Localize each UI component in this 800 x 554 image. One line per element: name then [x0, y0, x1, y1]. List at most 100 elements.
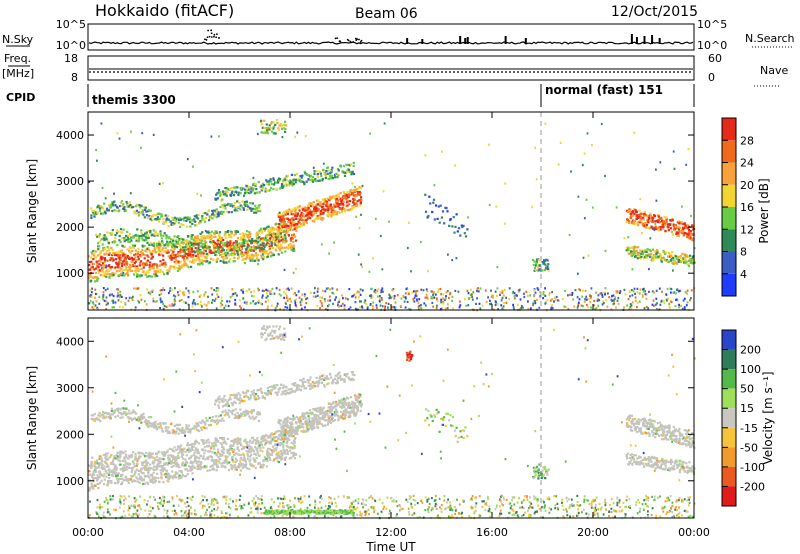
power-pixel	[308, 211, 311, 214]
velocity-pixel	[120, 468, 123, 471]
power-pixel	[147, 271, 150, 274]
power-pixel	[425, 288, 428, 291]
velocity-pixel	[194, 447, 198, 450]
power-pixel	[184, 252, 187, 255]
power-pixel	[617, 296, 620, 300]
power-pixel	[529, 294, 531, 297]
power-pixel	[278, 234, 282, 237]
power-pixel	[103, 234, 106, 237]
power-pixel	[156, 246, 159, 249]
power-pixel	[648, 214, 651, 217]
power-pixel	[642, 216, 645, 219]
velocity-pixel	[228, 461, 231, 464]
power-pixel	[118, 266, 121, 269]
power-pixel	[635, 217, 638, 220]
power-pixel	[291, 237, 294, 240]
velocity-pixel	[163, 463, 167, 466]
velocity-pixel	[180, 455, 183, 458]
velocity-pixel	[112, 463, 115, 466]
power-pixel	[125, 200, 128, 204]
power-pixel	[260, 244, 263, 247]
velocity-pixel	[116, 482, 119, 485]
power-pixel	[279, 232, 283, 235]
velocity-pixel	[93, 471, 96, 474]
power-pixel	[680, 222, 683, 225]
power-pixel	[186, 255, 189, 258]
power-pixel	[682, 230, 685, 233]
power-pixel	[121, 237, 124, 240]
velocity-pixel	[157, 451, 160, 454]
power-pixel	[504, 222, 506, 225]
power-pixel	[264, 238, 268, 241]
power-pixel	[629, 305, 632, 308]
power-pixel	[264, 131, 267, 135]
power-pixel	[126, 256, 129, 259]
power-pixel	[669, 306, 671, 309]
power-pixel	[216, 243, 219, 247]
power-pixel	[209, 238, 212, 241]
power-pixel	[243, 258, 246, 261]
power-pixel	[131, 249, 134, 253]
power-pixel	[613, 300, 615, 303]
power-pixel	[532, 304, 534, 307]
power-pixel	[355, 307, 357, 310]
velocity-pixel	[232, 465, 235, 468]
power-pixel	[227, 211, 231, 214]
power-pixel	[119, 204, 122, 208]
power-pixel	[437, 205, 440, 208]
power-pixel	[654, 225, 657, 228]
power-pixel	[187, 248, 190, 251]
velocity-pixel	[239, 439, 242, 442]
power-pixel	[648, 219, 652, 222]
power-pixel	[105, 296, 108, 299]
power-pixel	[214, 244, 217, 247]
power-pixel	[449, 292, 452, 295]
power-pixel	[101, 256, 104, 259]
power-pixel	[299, 214, 303, 217]
power-pixel	[312, 166, 315, 169]
velocity-pixel	[163, 468, 166, 471]
power-pixel	[312, 205, 315, 208]
power-pixel	[461, 226, 464, 229]
power-pixel	[169, 256, 172, 259]
nsky-spike	[651, 35, 654, 44]
power-pixel	[329, 299, 331, 302]
power-pixel	[292, 218, 295, 221]
velocity-pixel	[123, 456, 126, 459]
velocity-pixel	[95, 461, 98, 464]
power-pixel	[186, 246, 189, 249]
power-pixel	[217, 295, 220, 298]
power-pixel	[256, 258, 259, 261]
power-pixel	[341, 302, 344, 305]
power-pixel	[176, 245, 179, 249]
power-pixel	[639, 249, 642, 252]
power-pixel	[512, 303, 514, 306]
power-pixel	[675, 257, 678, 260]
power-pixel	[279, 248, 282, 251]
power-pixel	[347, 298, 349, 301]
power-pixel	[115, 261, 118, 264]
nsearch-tick-top: 10^5	[697, 18, 727, 31]
power-pixel	[505, 301, 508, 304]
power-pixel	[287, 228, 290, 231]
power-pixel	[267, 253, 270, 256]
power-pixel	[294, 227, 297, 230]
power-pixel	[316, 173, 319, 176]
power-pixel	[685, 163, 688, 166]
power-pixel	[323, 198, 326, 201]
power-pixel	[220, 210, 224, 213]
power-pixel	[628, 290, 631, 293]
power-pixel	[275, 228, 278, 231]
power-pixel	[371, 304, 374, 308]
power-pixel	[122, 271, 125, 275]
power-pixel	[88, 302, 91, 305]
power-pixel	[164, 263, 167, 266]
velocity-pixel	[125, 462, 128, 465]
velocity-pixel	[176, 465, 179, 468]
power-pixel	[405, 287, 408, 291]
power-pixel	[151, 233, 154, 236]
power-pixel	[141, 209, 145, 212]
velocity-pixel	[156, 467, 159, 470]
power-pixel	[544, 294, 547, 297]
velocity-pixel	[206, 445, 209, 448]
